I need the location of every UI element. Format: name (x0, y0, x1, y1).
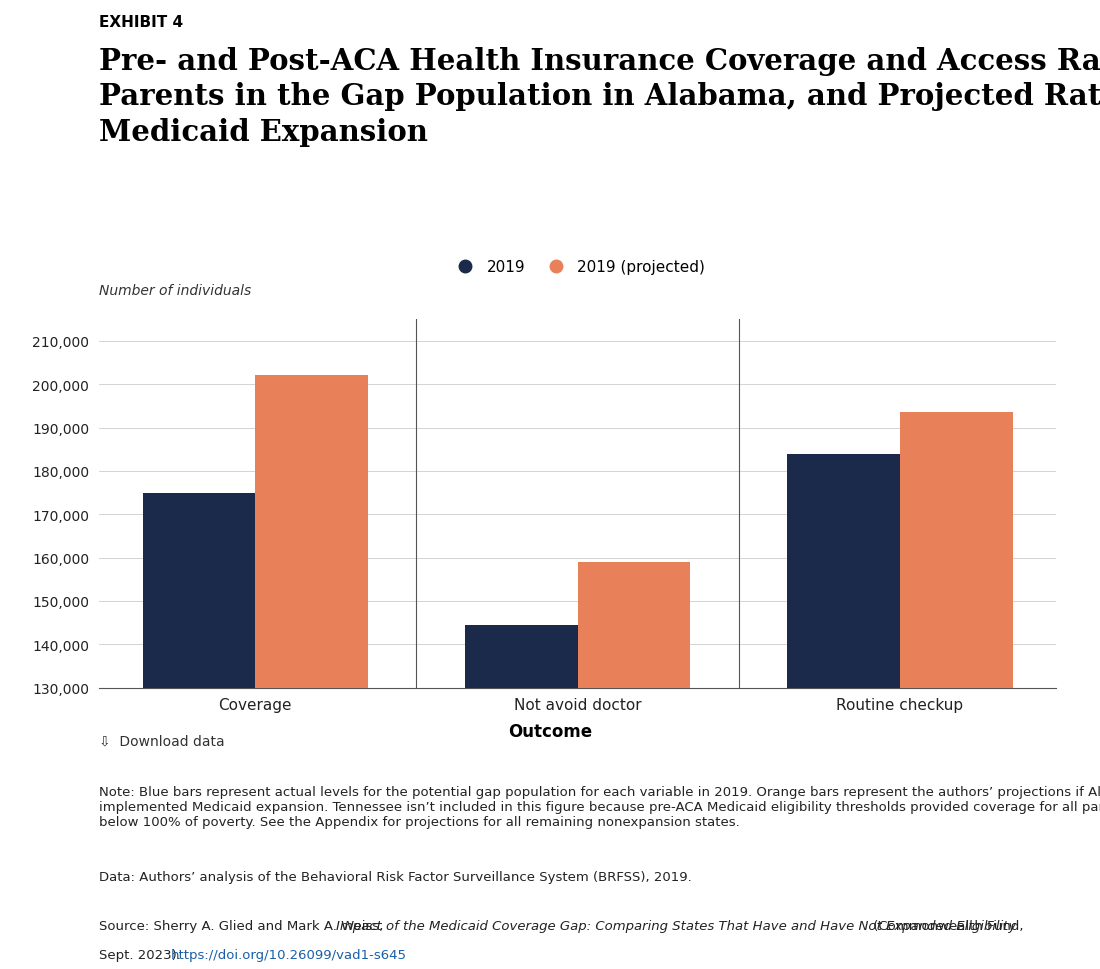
Bar (900, 413, 1012, 969)
Bar (786, 454, 900, 969)
Text: https://doi.org/10.26099/vad1-s645: https://doi.org/10.26099/vad1-s645 (170, 948, 407, 960)
Text: (Commonwealth Fund,: (Commonwealth Fund, (869, 919, 1023, 931)
Text: Sept. 2023).: Sept. 2023). (99, 948, 185, 960)
Bar (578, 562, 691, 969)
Text: ⇩  Download data: ⇩ Download data (99, 734, 224, 747)
Legend: 2019, 2019 (projected): 2019, 2019 (projected) (443, 254, 712, 281)
Bar (143, 493, 255, 969)
Text: Outcome: Outcome (508, 722, 592, 740)
Text: Note: Blue bars represent actual levels for the potential gap population for eac: Note: Blue bars represent actual levels … (99, 785, 1100, 828)
Text: Source: Sherry A. Glied and Mark A. Weiss,: Source: Sherry A. Glied and Mark A. Weis… (99, 919, 387, 931)
Bar (255, 376, 368, 969)
Text: Data: Authors’ analysis of the Behavioral Risk Factor Surveillance System (BRFSS: Data: Authors’ analysis of the Behaviora… (99, 870, 692, 883)
Text: Pre- and Post-ACA Health Insurance Coverage and Access Rates for
Parents in the : Pre- and Post-ACA Health Insurance Cover… (99, 47, 1100, 147)
Text: Impact of the Medicaid Coverage Gap: Comparing States That Have and Have Not Exp: Impact of the Medicaid Coverage Gap: Com… (336, 919, 1015, 931)
Text: Number of individuals: Number of individuals (99, 284, 251, 297)
Bar (464, 625, 578, 969)
Text: EXHIBIT 4: EXHIBIT 4 (99, 15, 183, 29)
